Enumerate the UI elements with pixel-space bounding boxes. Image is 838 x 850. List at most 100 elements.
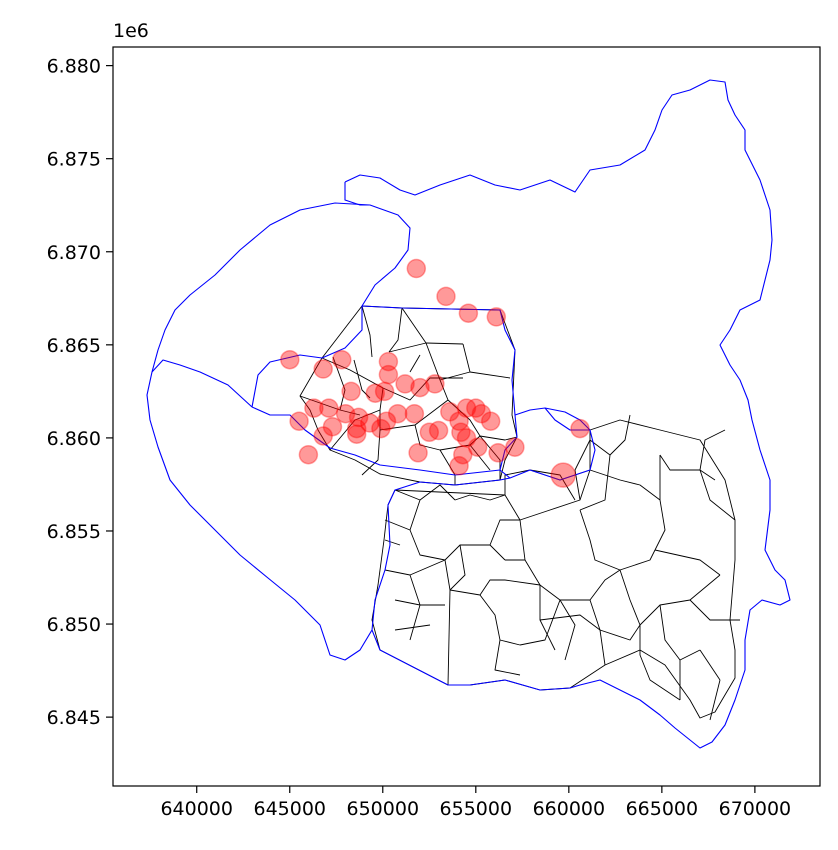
district-boundary (639, 599, 691, 626)
x-tick-label: 665000 (626, 798, 699, 820)
district-boundary (409, 354, 421, 373)
district-boundary (699, 429, 726, 471)
district-boundary (299, 305, 518, 486)
scatter-point (335, 403, 356, 424)
y-tick-label: 6.855 (47, 521, 101, 543)
y-tick-label: 6.875 (47, 149, 101, 171)
scatter-point (428, 420, 449, 441)
district-boundary (449, 579, 505, 596)
scatter-point (376, 411, 397, 431)
district-boundary (699, 649, 721, 681)
scatter-point (378, 351, 399, 372)
district-boundary (321, 357, 384, 389)
region-outline (146, 79, 791, 749)
district-boundary (449, 544, 466, 591)
scatter-point (449, 456, 469, 476)
scatter-point (304, 398, 324, 418)
x-tick-label: 640000 (160, 798, 233, 820)
district-boundary (454, 494, 506, 501)
scatter-point (466, 398, 486, 418)
scatter-point (371, 418, 391, 439)
x-tick-label: 655000 (440, 798, 513, 820)
scatter-point (346, 424, 367, 444)
y-tick-label: 6.850 (47, 614, 101, 636)
district-boundary (659, 604, 701, 661)
district-boundary (439, 371, 471, 381)
scatter-point (322, 416, 343, 437)
district-boundary (654, 549, 721, 576)
scatter-point (453, 444, 473, 465)
district-boundary (519, 469, 591, 521)
district-boundary (539, 614, 601, 631)
scatter-point (456, 428, 477, 448)
district-boundary (409, 574, 445, 606)
district-boundary (709, 679, 721, 721)
district-boundary (489, 519, 520, 546)
district-boundary (444, 544, 506, 561)
scatter-point (404, 403, 425, 424)
y-tick-label: 6.865 (47, 335, 101, 357)
x-tick-label: 645000 (253, 798, 326, 820)
district-boundary (388, 307, 403, 353)
district-boundary (479, 594, 521, 646)
region-outline-path (371, 629, 571, 691)
district-boundary (494, 639, 521, 676)
district-boundary (332, 356, 346, 411)
scatter-point (440, 402, 460, 422)
region-outline-path (544, 407, 590, 431)
scatter-point (488, 443, 508, 463)
scatter-point (365, 383, 386, 403)
district-boundary (589, 599, 641, 641)
scatter-point (480, 411, 501, 431)
x-tick-label: 660000 (533, 798, 606, 820)
scatter-point (406, 258, 427, 279)
scatter-point (374, 381, 395, 402)
district-boundary (559, 599, 576, 661)
district-boundary (462, 343, 511, 379)
scatter-point (378, 364, 399, 385)
scatter-point (410, 377, 430, 398)
scatter-point (505, 437, 525, 457)
district-boundary (388, 342, 464, 353)
scatter-point (313, 359, 333, 379)
x-tick-label: 650000 (347, 798, 420, 820)
scatter-point (346, 418, 367, 439)
scatter-point (387, 403, 408, 424)
district-boundary (574, 439, 591, 501)
district-boundary (299, 395, 361, 416)
scatter-point (486, 307, 507, 327)
district-boundary (361, 429, 381, 476)
scatter-point (332, 349, 352, 370)
district-boundary (519, 599, 561, 646)
scatter-point (341, 381, 361, 402)
scatter-point (456, 398, 477, 418)
district-boundary (529, 469, 576, 501)
district-boundary (560, 569, 621, 601)
district-boundary (479, 435, 518, 441)
district-boundary (639, 625, 681, 701)
district-boundary (689, 599, 740, 621)
district-boundaries (299, 305, 740, 721)
scatter-point (319, 398, 339, 418)
axes: 640000 645000 650000 655000 660000 665000 6700… (47, 20, 821, 820)
scatter-point (419, 422, 440, 443)
district-boundary (689, 574, 721, 601)
y-tick-label: 6.860 (47, 428, 101, 450)
district-boundary (353, 359, 371, 399)
district-boundary (619, 549, 656, 571)
scatter-point (298, 444, 319, 465)
district-boundary (329, 409, 381, 451)
axes-frame (112, 46, 821, 787)
scatter-point (436, 286, 456, 307)
district-boundary (384, 539, 401, 546)
scatter-point (451, 422, 471, 443)
district-boundary (654, 499, 666, 551)
district-boundary (394, 624, 431, 631)
y-tick-label: 6.845 (47, 707, 101, 729)
district-boundary (609, 414, 631, 456)
scatter-point (313, 426, 333, 446)
district-boundary (504, 579, 561, 601)
district-boundary (619, 569, 641, 626)
scatter-point (458, 303, 479, 323)
